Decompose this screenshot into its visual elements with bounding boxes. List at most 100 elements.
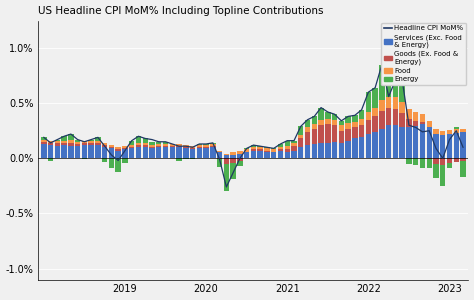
Bar <box>454 158 459 162</box>
Bar <box>89 141 94 143</box>
Bar <box>257 149 263 151</box>
Bar <box>447 134 452 158</box>
Bar <box>373 108 378 116</box>
Bar <box>116 149 121 151</box>
Bar <box>332 125 337 142</box>
Bar <box>433 134 439 158</box>
Bar <box>413 121 419 126</box>
Bar <box>379 111 384 128</box>
Bar <box>143 139 148 143</box>
Bar <box>82 141 87 143</box>
Bar <box>325 112 330 119</box>
Bar <box>143 143 148 145</box>
Bar <box>244 148 249 149</box>
Bar <box>373 88 378 108</box>
Bar <box>109 147 114 148</box>
Bar <box>400 80 405 102</box>
Bar <box>102 158 108 162</box>
Bar <box>230 152 236 155</box>
Bar <box>325 118 330 124</box>
Bar <box>197 148 202 158</box>
Bar <box>454 133 459 158</box>
Bar <box>284 152 290 158</box>
Legend: Headline CPI MoM%, Services (Exc. Food
& Energy), Goods (Ex. Food &
Energy), Foo: Headline CPI MoM%, Services (Exc. Food &… <box>381 22 466 85</box>
Bar <box>55 143 60 146</box>
Bar <box>244 149 249 152</box>
Bar <box>292 146 297 151</box>
Bar <box>217 158 222 159</box>
Bar <box>427 121 432 128</box>
Bar <box>203 145 209 147</box>
Bar <box>163 142 168 144</box>
Bar <box>136 143 141 145</box>
Bar <box>122 149 128 158</box>
Bar <box>183 148 189 158</box>
Bar <box>149 142 155 145</box>
Bar <box>447 163 452 168</box>
Bar <box>338 143 344 158</box>
Bar <box>406 128 411 158</box>
Bar <box>346 123 351 128</box>
Bar <box>332 120 337 125</box>
Bar <box>190 148 195 149</box>
Bar <box>298 147 303 158</box>
Bar <box>257 147 263 149</box>
Bar <box>122 148 128 149</box>
Bar <box>319 120 324 125</box>
Bar <box>210 146 216 147</box>
Bar <box>338 121 344 125</box>
Bar <box>251 151 256 158</box>
Bar <box>284 146 290 149</box>
Bar <box>129 147 135 148</box>
Bar <box>393 80 398 97</box>
Bar <box>365 120 371 134</box>
Bar <box>365 92 371 112</box>
Bar <box>89 145 94 158</box>
Bar <box>136 145 141 147</box>
Bar <box>359 125 365 137</box>
Bar <box>257 151 263 158</box>
Bar <box>298 126 303 135</box>
Bar <box>244 152 249 158</box>
Bar <box>143 147 148 158</box>
Bar <box>68 146 73 158</box>
Bar <box>68 134 73 140</box>
Bar <box>62 145 67 158</box>
Bar <box>230 163 236 179</box>
Bar <box>413 112 419 121</box>
Bar <box>264 152 270 158</box>
Bar <box>406 158 411 164</box>
Bar <box>122 146 128 148</box>
Bar <box>102 145 108 147</box>
Bar <box>217 151 222 152</box>
Bar <box>102 147 108 158</box>
Bar <box>338 125 344 131</box>
Bar <box>359 137 365 158</box>
Bar <box>305 145 310 158</box>
Bar <box>278 149 283 151</box>
Bar <box>346 141 351 158</box>
Bar <box>109 148 114 158</box>
Bar <box>224 164 229 191</box>
Bar <box>156 144 162 146</box>
Bar <box>251 149 256 151</box>
Bar <box>379 100 384 111</box>
Bar <box>284 149 290 152</box>
Bar <box>237 154 243 158</box>
Bar <box>89 140 94 141</box>
Bar <box>163 144 168 146</box>
Bar <box>75 146 80 158</box>
Bar <box>332 114 337 120</box>
Bar <box>48 145 53 158</box>
Bar <box>440 131 446 135</box>
Bar <box>278 147 283 149</box>
Bar <box>284 141 290 146</box>
Bar <box>116 151 121 158</box>
Bar <box>332 142 337 158</box>
Bar <box>95 141 100 143</box>
Bar <box>82 145 87 158</box>
Bar <box>176 158 182 160</box>
Bar <box>400 128 405 158</box>
Bar <box>230 155 236 158</box>
Bar <box>365 134 371 158</box>
